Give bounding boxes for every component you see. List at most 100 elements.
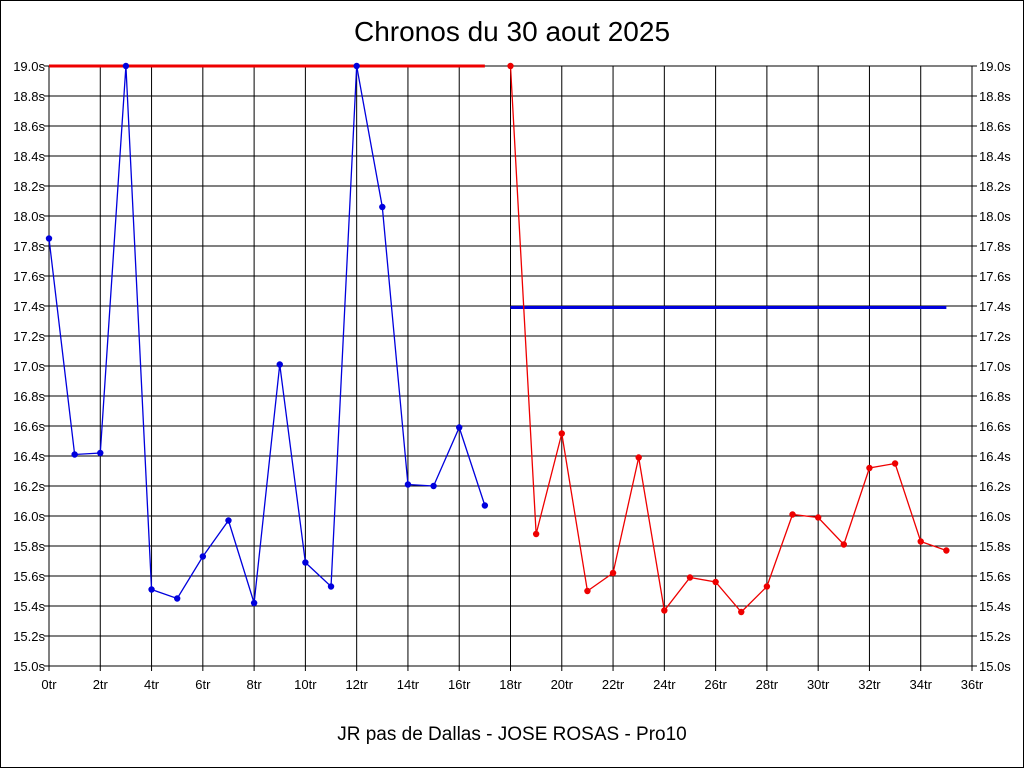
y-tick-label-right: 15.8s <box>979 539 1011 554</box>
data-point <box>840 541 848 548</box>
data-point <box>71 451 78 458</box>
y-tick-label-right: 17.2s <box>979 329 1011 344</box>
x-tick-label: 10tr <box>294 677 317 692</box>
y-tick-label-right: 17.8s <box>979 239 1011 254</box>
y-tick-label-left: 16.8s <box>13 389 45 404</box>
y-tick-label-left: 15.6s <box>13 569 45 584</box>
y-tick-label-right: 18.6s <box>979 119 1011 134</box>
data-point <box>45 235 53 242</box>
data-point <box>686 574 694 581</box>
y-tick-label-right: 17.4s <box>979 299 1011 314</box>
data-point <box>661 607 668 614</box>
data-point <box>122 62 130 70</box>
x-tick-label: 24tr <box>653 677 676 692</box>
y-tick-label-left: 19.0s <box>13 59 45 74</box>
x-tick-label: 28tr <box>756 677 779 692</box>
y-tick-label-right: 16.4s <box>979 449 1011 464</box>
y-tick-label-right: 19.0s <box>979 59 1011 74</box>
data-point <box>327 583 335 590</box>
x-tick-label: 16tr <box>448 677 471 692</box>
data-point <box>507 62 514 70</box>
series-line-1 <box>48 65 486 604</box>
y-tick-label-left: 17.6s <box>13 269 45 284</box>
x-tick-label: 14tr <box>397 677 420 692</box>
y-tick-label-left: 16.2s <box>13 479 45 494</box>
data-point <box>943 547 950 554</box>
x-tick-label: 4tr <box>144 677 160 692</box>
y-tick-label-left: 17.8s <box>13 239 45 254</box>
x-tick-label: 30tr <box>807 677 830 692</box>
y-tick-label-left: 17.4s <box>13 299 45 314</box>
x-tick-label: 20tr <box>551 677 574 692</box>
data-point <box>814 514 822 521</box>
data-point <box>763 583 771 590</box>
data-point <box>353 62 360 70</box>
data-point <box>481 502 489 509</box>
data-point <box>917 538 924 545</box>
chart-title: Chronos du 30 aout 2025 <box>353 16 671 47</box>
data-point <box>456 424 463 431</box>
data-point <box>891 460 899 467</box>
x-tick-label: 6tr <box>195 677 211 692</box>
y-tick-label-left: 18.0s <box>13 209 45 224</box>
data-point <box>97 449 104 457</box>
x-tick-label: 36tr <box>961 677 984 692</box>
y-tick-label-left: 16.4s <box>13 449 45 464</box>
y-tick-label-right: 18.4s <box>979 149 1011 164</box>
y-tick-label-right: 16.6s <box>979 419 1011 434</box>
y-tick-label-left: 15.8s <box>13 539 45 554</box>
y-tick-label-left: 15.4s <box>13 599 45 614</box>
data-point <box>430 482 437 490</box>
data-point <box>250 599 258 607</box>
data-point <box>225 517 232 524</box>
data-point <box>712 578 719 586</box>
y-tick-label-right: 15.0s <box>979 659 1011 674</box>
y-tick-label-right: 18.8s <box>979 89 1011 104</box>
data-point <box>609 569 617 577</box>
data-point <box>635 454 642 461</box>
y-tick-label-left: 15.2s <box>13 629 45 644</box>
x-tick-label: 8tr <box>247 677 263 692</box>
y-tick-label-right: 15.2s <box>979 629 1011 644</box>
y-tick-label-right: 18.2s <box>979 179 1011 194</box>
data-point <box>276 361 283 368</box>
y-tick-label-left: 16.6s <box>13 419 45 434</box>
y-tick-label-left: 18.4s <box>13 149 45 164</box>
data-point <box>738 608 745 616</box>
y-tick-label-left: 16.0s <box>13 509 45 524</box>
y-tick-label-right: 17.0s <box>979 359 1011 374</box>
y-tick-label-left: 17.2s <box>13 329 45 344</box>
data-point <box>789 511 796 518</box>
x-tick-label: 12tr <box>345 677 368 692</box>
data-point <box>532 530 540 538</box>
data-point <box>173 595 181 602</box>
data-point <box>199 553 207 560</box>
chart-subtitle: JR pas de Dallas - JOSE ROSAS - Pro10 <box>337 724 687 745</box>
y-tick-label-left: 15.0s <box>13 659 45 674</box>
x-tick-label: 32tr <box>858 677 881 692</box>
y-tick-label-left: 18.8s <box>13 89 45 104</box>
x-tick-label: 26tr <box>704 677 727 692</box>
data-point <box>558 430 565 437</box>
series-line-2 <box>509 65 947 613</box>
data-point <box>866 464 873 472</box>
y-tick-label-right: 17.6s <box>979 269 1011 284</box>
y-tick-label-right: 15.4s <box>979 599 1011 614</box>
data-point <box>404 481 412 488</box>
data-point <box>148 586 155 593</box>
x-tick-label: 22tr <box>602 677 625 692</box>
y-tick-label-right: 15.6s <box>979 569 1011 584</box>
data-point <box>302 559 309 566</box>
data-point <box>379 203 386 211</box>
x-tick-label: 34tr <box>910 677 933 692</box>
y-tick-label-right: 16.8s <box>979 389 1011 404</box>
x-tick-label: 0tr <box>41 677 57 692</box>
y-tick-label-right: 18.0s <box>979 209 1011 224</box>
y-tick-label-left: 17.0s <box>13 359 45 374</box>
y-tick-label-left: 18.6s <box>13 119 45 134</box>
data-point <box>584 587 591 595</box>
x-tick-label: 18tr <box>499 677 522 692</box>
y-tick-label-right: 16.0s <box>979 509 1011 524</box>
y-tick-label-left: 18.2s <box>13 179 45 194</box>
